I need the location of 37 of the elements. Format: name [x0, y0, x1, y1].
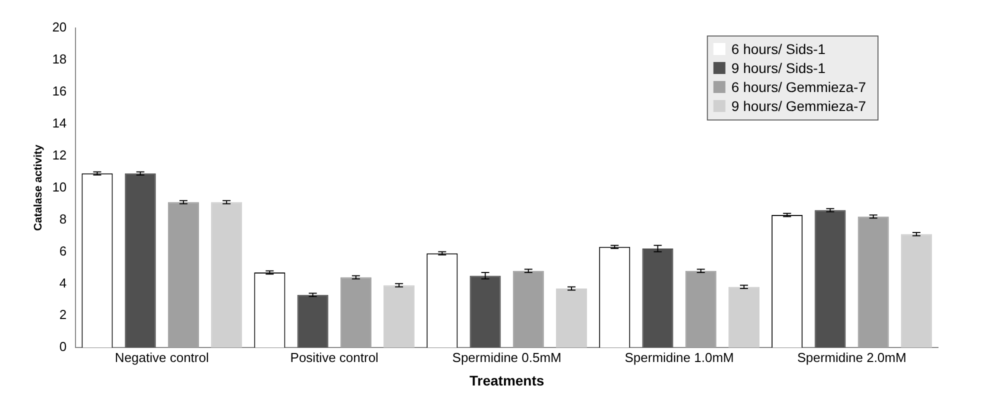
y-tick-label: 10 — [52, 179, 67, 194]
bar — [211, 202, 242, 348]
x-tick-label: Negative control — [114, 350, 209, 365]
x-tick-label: Spermidine 0.5mM — [452, 350, 562, 365]
x-tick-label: Spermidine 2.0mM — [797, 350, 906, 365]
y-tick-label: 12 — [52, 147, 67, 162]
x-axis-title: Treatments — [469, 372, 544, 388]
y-tick-label: 6 — [59, 243, 67, 258]
legend-label: 6 hours/ Sids-1 — [731, 40, 826, 57]
bar — [124, 173, 156, 348]
y-tick-label: 0 — [59, 339, 67, 354]
x-tick-label: Spermidine 1.0mM — [624, 350, 734, 365]
bar — [685, 270, 716, 348]
bar — [858, 216, 889, 348]
y-tick-label: 14 — [52, 115, 67, 130]
bar — [814, 210, 846, 348]
bar — [728, 286, 760, 348]
bar — [384, 285, 415, 348]
bar — [556, 288, 588, 348]
bar — [340, 277, 372, 348]
y-tick-label: 20 — [52, 20, 67, 35]
bar — [168, 202, 199, 348]
x-tick-label: Positive control — [290, 350, 379, 365]
bar — [642, 248, 674, 348]
bar — [512, 270, 544, 348]
bar — [900, 234, 932, 348]
bar — [470, 276, 501, 348]
y-tick-label: 18 — [52, 52, 67, 67]
legend-label: 6 hours/ Gemmieza-7 — [731, 78, 866, 95]
y-tick-label: 2 — [59, 307, 67, 322]
y-tick-label: 4 — [59, 275, 67, 290]
bar — [297, 294, 328, 348]
legend-label: 9 hours/ Gemmieza-7 — [731, 98, 866, 114]
y-tick-label: 16 — [52, 84, 67, 98]
legend-label: 9 hours/ Sids-1 — [731, 60, 826, 76]
y-axis-title: Catalase activity — [32, 144, 45, 231]
y-tick-label: 8 — [59, 211, 67, 226]
